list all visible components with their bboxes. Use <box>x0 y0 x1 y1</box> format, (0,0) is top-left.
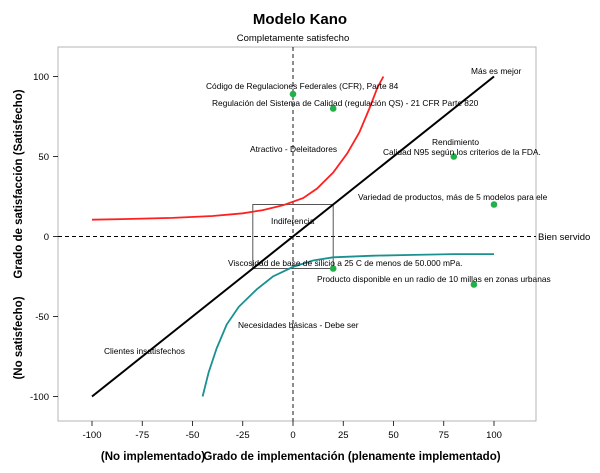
point-label: Código de Regulaciones Federales (CFR), … <box>206 81 399 91</box>
performance-diagonal <box>91 75 495 398</box>
x-tick-label: 25 <box>338 430 349 441</box>
x-axis-label: Grado de implementación (plenamente impl… <box>203 451 500 463</box>
right-reference-label: Bien servido <box>538 232 590 243</box>
point-label: Regulación del Sistema de Calidad (regul… <box>212 98 479 108</box>
data-point <box>450 153 458 160</box>
x-tick-label: 50 <box>388 430 399 441</box>
x-tick-label: -25 <box>236 430 250 441</box>
data-point <box>289 90 297 98</box>
top-reference-label: Completamente satisfecho <box>237 33 349 44</box>
region-label: Indiferencia <box>271 216 315 226</box>
data-point <box>329 265 337 272</box>
data-point <box>329 105 337 112</box>
attractive-curve <box>91 76 385 221</box>
x-tick-label: 0 <box>290 430 295 441</box>
series-layer <box>91 75 498 398</box>
annotation-layer: Código de Regulaciones Federales (CFR), … <box>104 66 551 356</box>
x-tick-label: 100 <box>486 430 502 441</box>
region-label: Clientes insatisfechos <box>104 346 185 356</box>
y-axis-top-label: Grado de satisfacción (Satisfecho) <box>13 89 25 278</box>
region-label: Necesidades básicas - Debe ser <box>238 320 359 330</box>
y-tick-label: -100 <box>30 392 49 403</box>
x-tick-label: 75 <box>438 430 449 441</box>
point-label: Variedad de productos, más de 5 modelos … <box>358 192 548 202</box>
axis-ticks: -100 -75 -50 -25 0 25 50 75 100 100 50 0 -50 -100 <box>30 72 502 441</box>
point-label: Viscosidad de base de silicio a 25 C de … <box>228 258 463 268</box>
point-label: Calidad N95 según los criterios de la FD… <box>383 147 541 157</box>
y-tick-label: 50 <box>38 152 49 163</box>
y-tick-label: 100 <box>33 72 49 83</box>
indifference-box <box>252 204 334 269</box>
region-label: Más es mejor <box>471 66 521 76</box>
must-be-curve <box>201 253 494 397</box>
x-tick-label: -75 <box>135 430 149 441</box>
region-label: Rendimiento <box>432 137 479 147</box>
plot-frame <box>57 46 537 422</box>
point-label: Producto disponible en un radio de 10 mi… <box>317 274 551 284</box>
y-tick-label: -50 <box>35 312 49 323</box>
region-label: Atractivo - Deleitadores <box>250 144 337 154</box>
x-tick-label: -100 <box>82 430 101 441</box>
data-point <box>490 201 498 208</box>
y-axis-bottom-label: (No satisfecho) <box>13 296 25 379</box>
reference-lines <box>58 47 536 421</box>
data-point <box>470 281 478 288</box>
chart-title: Modelo Kano <box>253 11 347 28</box>
x-axis-left-label: (No implementado) <box>101 451 205 463</box>
x-tick-label: -50 <box>186 430 200 441</box>
y-tick-label: 0 <box>44 232 49 243</box>
